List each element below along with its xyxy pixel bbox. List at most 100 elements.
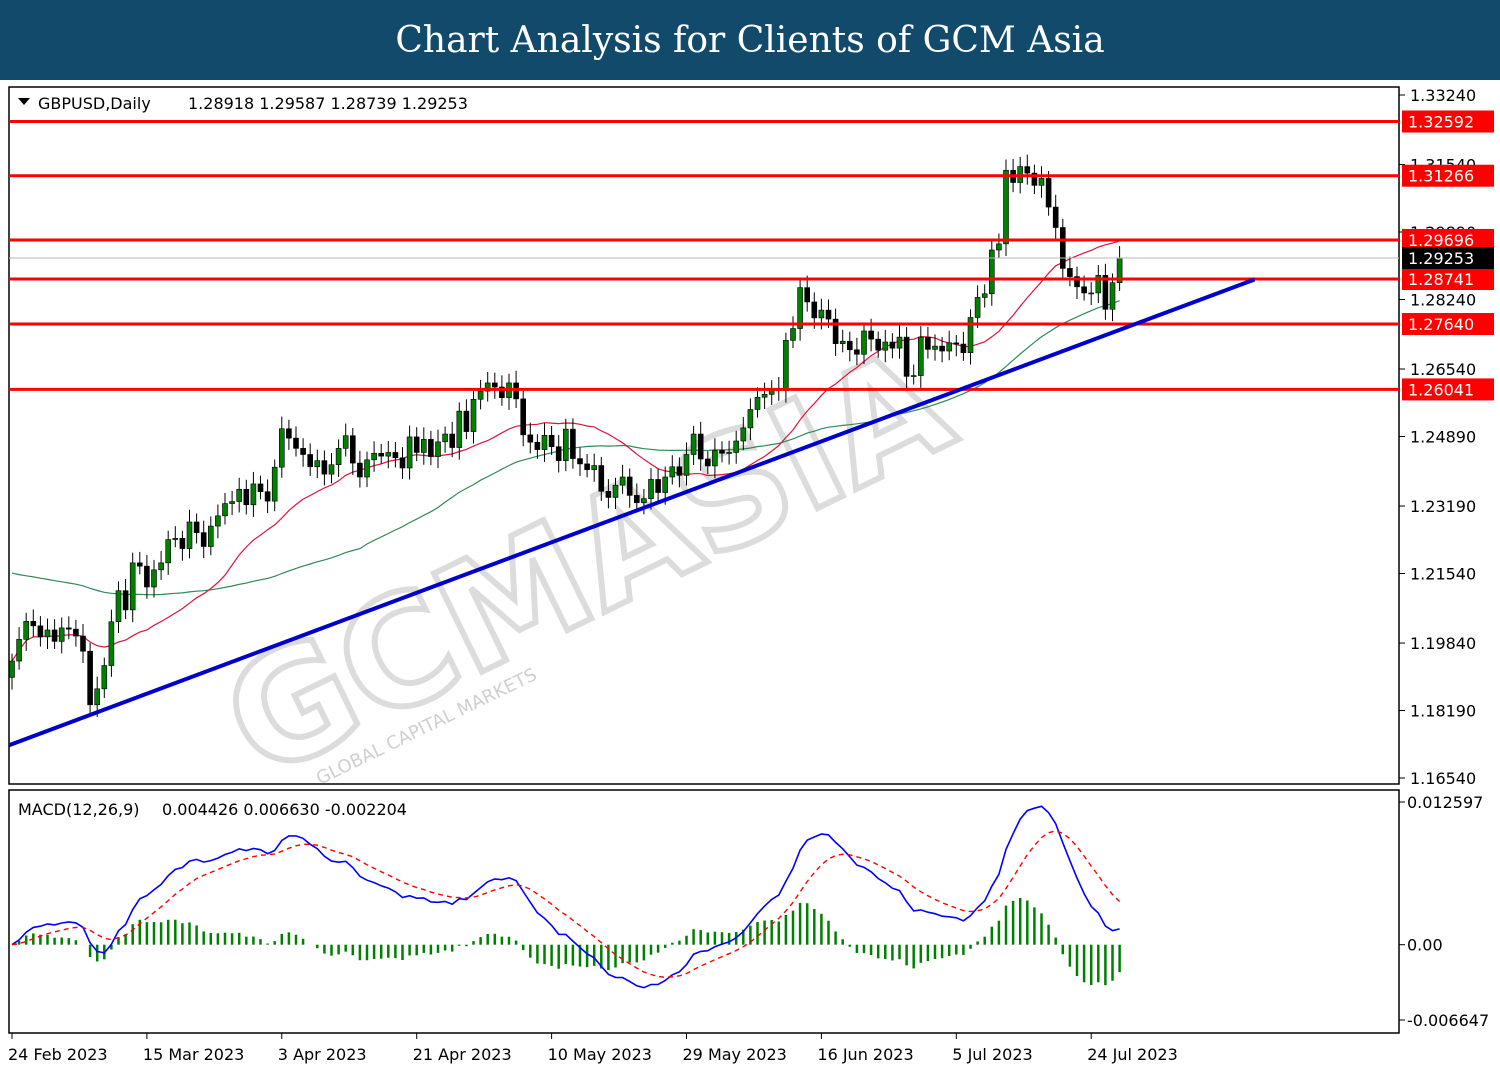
banner-title: Chart Analysis for Clients of GCM Asia <box>395 19 1105 61</box>
candle-bear <box>719 450 725 454</box>
candle-bull <box>186 521 193 549</box>
chart-canvas: GCMASIA GLOBAL CAPITAL MARKETS 1.332401.… <box>8 86 1494 1064</box>
candle-bear <box>413 436 420 453</box>
candle-bear <box>903 336 910 377</box>
candle-bull <box>250 483 257 506</box>
candle-bull <box>790 328 796 341</box>
x-tick-label: 15 Mar 2023 <box>143 1045 244 1064</box>
candle-bull <box>342 435 349 449</box>
candle-bull <box>208 525 214 547</box>
candle-bull <box>726 452 732 454</box>
level-tag-label: 1.31266 <box>1408 167 1474 186</box>
candle-bear <box>357 462 363 478</box>
candle-bear <box>889 341 896 349</box>
candle-bear <box>66 627 72 630</box>
candle-bear <box>577 458 583 465</box>
candle-bull <box>981 293 988 298</box>
candle-bear <box>527 434 534 443</box>
candle-bull <box>690 433 697 455</box>
candle-bull <box>797 287 803 329</box>
macd-tick-label: 0.00 <box>1407 936 1443 955</box>
candle-bear <box>854 349 860 355</box>
candle-bull <box>541 434 548 450</box>
candle-bear <box>300 448 306 455</box>
x-tick-label: 10 May 2023 <box>548 1045 652 1064</box>
candle-bear <box>392 452 399 459</box>
candle-bull <box>662 476 669 493</box>
candle-bear <box>144 565 150 588</box>
y-tick-label: 1.21540 <box>1410 565 1476 584</box>
candle-bull <box>910 375 917 377</box>
candle-bull <box>740 427 747 442</box>
x-tick-label: 24 Feb 2023 <box>8 1045 108 1064</box>
collapse-triangle-icon[interactable] <box>18 98 30 105</box>
candle-bull <box>58 627 65 642</box>
x-tick-label: 3 Apr 2023 <box>278 1045 367 1064</box>
candle-bull <box>371 452 377 461</box>
candle-bear <box>399 457 406 469</box>
candle-bull <box>172 538 179 540</box>
candle-bull <box>364 459 370 478</box>
candle-bear <box>804 287 811 303</box>
candle-bear <box>200 532 207 547</box>
candles <box>9 154 1123 718</box>
candle-bull <box>619 476 626 486</box>
candle-bear <box>1102 275 1109 310</box>
candle-bull <box>648 479 654 499</box>
candle-bear <box>570 428 576 459</box>
candle-bear <box>321 460 328 475</box>
level-tag <box>1402 378 1494 401</box>
candle-bull <box>236 488 242 502</box>
candle-bull <box>882 341 889 351</box>
candle-bull <box>996 243 1002 251</box>
x-tick-label: 29 May 2023 <box>683 1045 787 1064</box>
candle-bull <box>456 410 463 448</box>
candle-bull <box>442 433 448 443</box>
candle-bear <box>1074 276 1080 288</box>
y-tick-label: 1.23190 <box>1410 497 1476 516</box>
y-tick-label: 1.28240 <box>1410 290 1476 309</box>
candle-bull <box>839 340 846 344</box>
candle-bull <box>591 465 598 470</box>
candle-bull <box>917 336 924 376</box>
candle-bull <box>335 448 342 466</box>
candle-bull <box>754 396 761 410</box>
instrument-label: GBPUSD,Daily <box>38 94 151 113</box>
candle-bull <box>158 562 164 571</box>
candle-bull <box>165 539 171 564</box>
candle-bear <box>73 628 79 637</box>
candle-bear <box>811 301 818 319</box>
candle-bull <box>669 466 676 478</box>
candle-bull <box>115 590 122 623</box>
candle-bull <box>946 342 953 352</box>
levels <box>9 120 1399 391</box>
candle-bear <box>825 309 832 320</box>
candle-bull <box>761 394 768 398</box>
candle-bear <box>655 479 661 493</box>
candle-bear <box>584 463 590 470</box>
candle-bull <box>406 436 413 469</box>
y-tick-label: 1.26540 <box>1410 360 1476 379</box>
price-axis: 1.332401.315401.298901.282401.265401.248… <box>1399 86 1476 788</box>
x-tick-label: 24 Jul 2023 <box>1087 1045 1178 1064</box>
candle-bear <box>960 343 967 353</box>
y-tick-label: 1.16540 <box>1410 769 1476 788</box>
candle-bull <box>967 317 974 353</box>
candle-bull <box>278 428 285 468</box>
level-tag <box>1402 268 1494 291</box>
candle-bull <box>9 660 15 678</box>
candle-bull <box>733 440 740 453</box>
candle-bull <box>44 629 51 638</box>
candle-bear <box>939 345 945 352</box>
candle-bull <box>129 562 136 611</box>
candle-bear <box>378 452 385 457</box>
candle-bear <box>1067 268 1073 277</box>
candle-bull <box>641 498 647 504</box>
level-tag-label: 1.28741 <box>1408 270 1474 289</box>
macd-tick-label: -0.006647 <box>1407 1011 1489 1030</box>
candle-bear <box>605 491 612 498</box>
candle-bear <box>676 466 683 476</box>
candle-bear <box>463 410 470 432</box>
macd-label: MACD(12,26,9) <box>18 800 140 819</box>
candle-bull <box>470 398 477 432</box>
